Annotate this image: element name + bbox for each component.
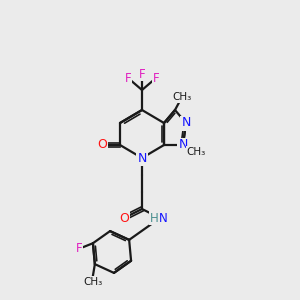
- Text: CH₃: CH₃: [83, 277, 103, 287]
- Text: H: H: [150, 212, 158, 224]
- Text: CH₃: CH₃: [172, 92, 192, 102]
- Text: N: N: [181, 116, 191, 130]
- Text: NH: NH: [151, 212, 169, 224]
- Text: N: N: [137, 152, 147, 164]
- Text: N: N: [159, 212, 167, 224]
- Text: F: F: [76, 242, 82, 255]
- Text: CH₃: CH₃: [186, 147, 206, 157]
- Text: O: O: [97, 139, 107, 152]
- Text: F: F: [153, 71, 159, 85]
- Text: O: O: [119, 212, 129, 224]
- Text: F: F: [125, 71, 131, 85]
- Text: N: N: [178, 139, 188, 152]
- Text: F: F: [139, 68, 145, 80]
